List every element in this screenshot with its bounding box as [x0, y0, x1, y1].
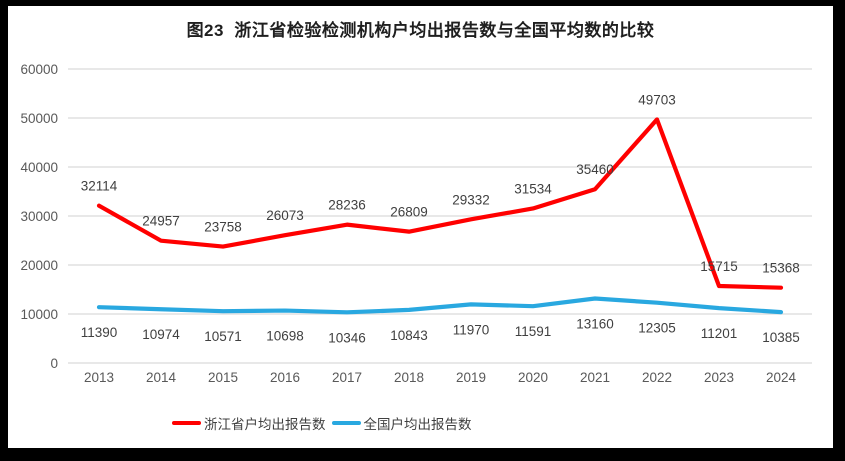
series-line-1: [96, 296, 784, 315]
x-axis-tick-label: 2018: [394, 370, 424, 385]
data-label-0: 49703: [638, 92, 676, 107]
data-label-1: 11390: [81, 325, 118, 340]
legend-line-blue: [331, 421, 361, 425]
y-axis-tick-label: 30000: [20, 209, 58, 224]
data-label-0: 15368: [762, 261, 800, 276]
legend-item-national: 全国户均出报告数: [331, 413, 472, 433]
data-label-0: 23758: [204, 220, 242, 235]
data-label-0: 35460: [576, 162, 614, 177]
legend-label-zhejiang: 浙江省户均出报告数: [204, 417, 326, 432]
data-label-0: 26073: [266, 208, 304, 223]
data-label-0: 29332: [452, 192, 490, 207]
legend-label-national: 全国户均出报告数: [363, 417, 472, 432]
series-line-0: [96, 117, 784, 290]
y-axis-tick-label: 0: [50, 356, 58, 371]
x-axis-tick-label: 2022: [642, 370, 672, 385]
y-axis-tick-label: 10000: [20, 307, 58, 322]
data-label-0: 24957: [142, 214, 180, 229]
data-label-1: 11201: [701, 326, 738, 341]
chart-title: 图23 浙江省检验检测机构户均出报告数与全国平均数的比较: [186, 21, 655, 40]
y-axis-tick-label: 40000: [20, 160, 58, 175]
data-label-0: 15715: [700, 259, 738, 274]
data-label-0: 26809: [390, 205, 428, 220]
data-label-1: 10698: [266, 329, 304, 344]
data-label-1: 11591: [515, 324, 552, 339]
x-axis-tick-label: 2020: [518, 370, 548, 385]
data-label-1: 10346: [328, 330, 366, 345]
legend-item-zhejiang: 浙江省户均出报告数: [172, 413, 326, 433]
data-label-0: 32114: [81, 179, 118, 194]
data-label-1: 10843: [390, 328, 428, 343]
x-axis-tick-label: 2013: [84, 370, 114, 385]
data-label-1: 10385: [762, 330, 800, 345]
data-label-1: 10974: [142, 327, 180, 342]
x-axis-tick-label: 2023: [704, 370, 734, 385]
data-label-1: 13160: [576, 317, 614, 332]
data-label-0: 31534: [514, 181, 552, 196]
y-axis-tick-label: 60000: [20, 62, 58, 77]
x-axis-tick-label: 2016: [270, 370, 300, 385]
x-axis-tick-label: 2014: [146, 370, 177, 385]
x-axis-tick-label: 2017: [332, 370, 362, 385]
x-axis-tick-label: 2024: [766, 370, 797, 385]
y-axis-tick-label: 50000: [20, 111, 58, 126]
data-label-1: 12305: [638, 321, 676, 336]
chart-legend: 浙江省户均出报告数 全国户均出报告数: [172, 413, 472, 433]
x-axis-tick-label: 2019: [456, 370, 486, 385]
data-label-0: 28236: [328, 198, 366, 213]
data-label-1: 10571: [204, 329, 242, 344]
data-label-1: 11970: [453, 322, 490, 337]
x-axis-tick-label: 2021: [580, 370, 610, 385]
legend-line-red: [172, 421, 201, 425]
y-axis-tick-label: 20000: [20, 258, 58, 273]
x-axis-tick-label: 2015: [208, 370, 238, 385]
